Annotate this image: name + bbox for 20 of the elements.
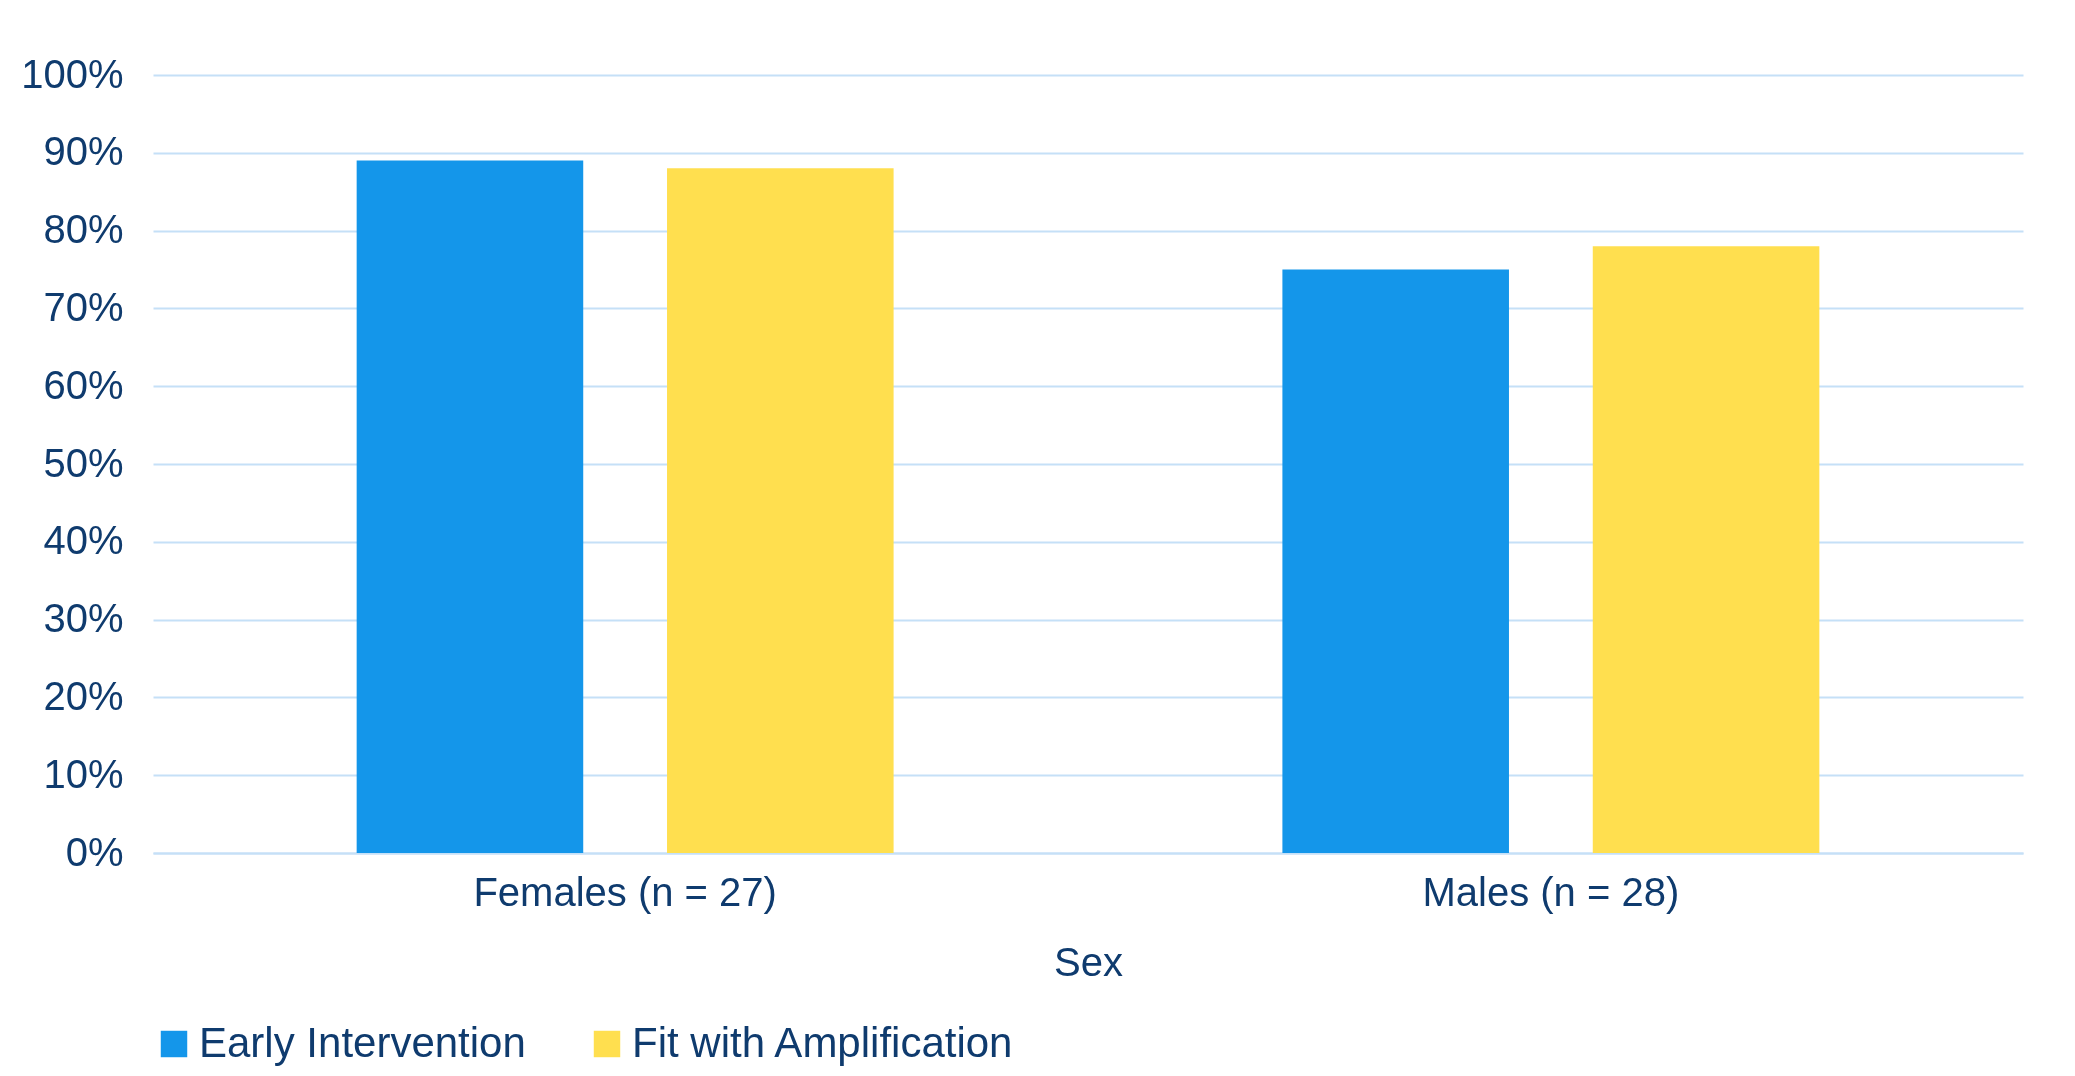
bar: [1282, 269, 1509, 853]
x-tick-label: Males (n = 28): [1422, 869, 1680, 914]
y-tick-label: 60%: [43, 362, 124, 407]
legend-label: Early Intervention: [199, 1019, 526, 1066]
y-tick-label: 90%: [43, 129, 124, 174]
bar: [1592, 246, 1820, 853]
x-tick-label: Females (n = 27): [473, 869, 777, 914]
legend-label: Fit with Amplification: [632, 1019, 1013, 1066]
y-tick-label: 100%: [21, 51, 124, 96]
x-axis-title: Sex: [1054, 939, 1123, 984]
y-tick-label: 40%: [43, 518, 124, 563]
y-tick-label: 20%: [43, 673, 124, 718]
bar: [356, 160, 584, 853]
y-tick-label: 70%: [43, 284, 124, 329]
y-tick-label: 0%: [65, 829, 124, 874]
bar: [667, 168, 894, 853]
y-tick-label: 50%: [43, 440, 124, 485]
y-tick-label: 10%: [43, 751, 124, 796]
y-tick-label: 30%: [43, 596, 124, 641]
y-tick-label: 80%: [43, 207, 124, 252]
